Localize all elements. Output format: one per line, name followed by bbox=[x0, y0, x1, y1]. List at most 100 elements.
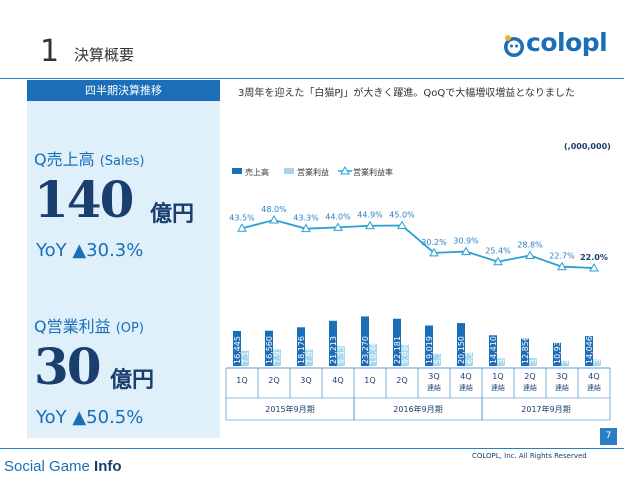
legend-swatch bbox=[232, 168, 242, 174]
sales-bar bbox=[393, 318, 401, 366]
margin-value-label: 43.3% bbox=[293, 214, 319, 223]
op-value-label: 7,956 bbox=[273, 341, 282, 364]
quarterly-chart: 売上高 営業利益 営業利益率 16,445 7,154 16,560 7,956 18,176… bbox=[225, 165, 611, 421]
group-label: 2016年9月期 bbox=[393, 404, 442, 414]
category-label: 4Q bbox=[588, 372, 599, 381]
op-bar bbox=[241, 350, 249, 366]
op-bar bbox=[529, 358, 537, 366]
op-bar bbox=[273, 349, 281, 366]
margin-value-label: 30.9% bbox=[453, 237, 479, 246]
margin-line bbox=[241, 219, 595, 269]
op-value-label: 10,465 bbox=[369, 336, 378, 364]
category-label: 4Q bbox=[332, 376, 343, 385]
category-label: 3Q bbox=[556, 372, 567, 381]
margin-value-label: 48.0% bbox=[261, 205, 287, 214]
margin-marker bbox=[429, 247, 439, 257]
colopl-logo-text: colopl bbox=[526, 28, 608, 57]
legend-label: 営業利益率 bbox=[353, 167, 393, 177]
margin-marker bbox=[557, 261, 567, 271]
sales-bar bbox=[585, 336, 593, 366]
sales-value-label: 20,150 bbox=[457, 336, 466, 364]
footer-brand-b: Info bbox=[94, 458, 122, 475]
op-value-label: 3,087 bbox=[593, 341, 602, 364]
page-title: 決算概要 bbox=[74, 46, 135, 64]
sales-value-label: 21,213 bbox=[329, 336, 338, 364]
sales-bar bbox=[265, 330, 273, 366]
margin-marker bbox=[333, 222, 343, 231]
margin-marker bbox=[365, 220, 375, 230]
op-bar bbox=[561, 360, 569, 366]
colopl-logo-icon bbox=[504, 35, 524, 57]
sales-label-jp: Q売上高 bbox=[34, 150, 95, 169]
sales-value-label: 14,410 bbox=[489, 336, 498, 364]
op-value-label: 7,154 bbox=[241, 341, 250, 364]
category-label: 2Q bbox=[268, 376, 279, 385]
margin-marker bbox=[589, 262, 599, 272]
category-label: 2Q bbox=[396, 376, 407, 385]
legend-label: 売上高 bbox=[245, 167, 269, 177]
sales-bar bbox=[329, 320, 337, 366]
title-divider bbox=[0, 78, 624, 79]
sales-value-label: 12,856 bbox=[521, 336, 530, 364]
group-label: 2017年9月期 bbox=[521, 404, 570, 414]
margin-value-label: 22.0% bbox=[580, 253, 608, 262]
sales-label-en: (Sales) bbox=[99, 154, 145, 169]
sales-value-label: 14,046 bbox=[585, 336, 594, 364]
category-label: 3Q bbox=[428, 372, 439, 381]
sales-value-label: 18,176 bbox=[297, 336, 306, 364]
margin-marker bbox=[269, 214, 279, 224]
margin-value-label: 25.4% bbox=[485, 247, 511, 256]
op-bar bbox=[593, 359, 601, 366]
op-bar bbox=[337, 346, 345, 366]
page-number: 7 bbox=[600, 428, 617, 445]
sales-bar bbox=[361, 316, 369, 366]
category-sub-label: 連結 bbox=[587, 383, 601, 392]
sales-value-label: 10,933 bbox=[553, 336, 562, 364]
footer-brand: Social Game Info bbox=[4, 458, 122, 475]
op-bar bbox=[433, 353, 441, 366]
margin-marker bbox=[493, 256, 503, 266]
category-sub-label: 連結 bbox=[427, 383, 441, 392]
sales-bar bbox=[425, 325, 433, 366]
op-value-label: 3,569 bbox=[497, 341, 506, 364]
op-bar bbox=[305, 349, 313, 366]
op-value-label: 6,233 bbox=[465, 341, 474, 364]
margin-value-label: 30.2% bbox=[421, 238, 447, 247]
category-sub-label: 連結 bbox=[459, 383, 473, 392]
op-value-label: 9,338 bbox=[337, 341, 346, 364]
section-tab: 四半期決算推移 bbox=[27, 80, 220, 101]
op-label: Q営業利益 (OP) bbox=[34, 313, 144, 337]
category-label: 1Q bbox=[236, 376, 247, 385]
sales-bar bbox=[521, 338, 529, 366]
sales-value-label: 16,445 bbox=[233, 336, 242, 364]
kpi-panel bbox=[27, 82, 220, 438]
margin-value-label: 44.0% bbox=[325, 212, 351, 221]
category-label: 1Q bbox=[492, 372, 503, 381]
sales-bar bbox=[489, 335, 497, 366]
sales-bar bbox=[297, 327, 305, 366]
sales-value-label: 22,181 bbox=[393, 336, 402, 364]
op-value: 30 bbox=[34, 337, 102, 396]
op-value-label: 9,986 bbox=[401, 341, 410, 364]
footer-divider bbox=[0, 448, 624, 449]
margin-value-label: 43.5% bbox=[229, 213, 255, 222]
margin-marker bbox=[237, 223, 247, 232]
sales-value-label: 23,270 bbox=[361, 336, 370, 364]
op-yoy: YoY ▲50.5% bbox=[36, 407, 144, 428]
group-label: 2015年9月期 bbox=[265, 404, 314, 414]
sales-label: Q売上高 (Sales) bbox=[34, 146, 144, 170]
sales-value: 140 bbox=[34, 170, 134, 229]
category-label: 1Q bbox=[364, 376, 375, 385]
op-label-en: (OP) bbox=[115, 321, 144, 336]
op-unit: 億円 bbox=[110, 368, 155, 393]
op-bar bbox=[401, 344, 409, 366]
headline-note: 3周年を迎えた「白猫PJ」が大きく躍進。QoQで大幅増収増益となりました bbox=[238, 88, 575, 99]
legend-label: 営業利益 bbox=[297, 167, 329, 177]
op-bar bbox=[497, 358, 505, 366]
copyright: COLOPL, Inc. All Rights Reserved bbox=[472, 452, 587, 460]
sales-yoy: YoY ▲30.3% bbox=[36, 240, 144, 261]
op-value-label: 2,477 bbox=[561, 341, 570, 364]
op-value-label: 5,749 bbox=[433, 341, 442, 364]
margin-marker bbox=[301, 223, 311, 233]
sales-bar bbox=[553, 342, 561, 366]
